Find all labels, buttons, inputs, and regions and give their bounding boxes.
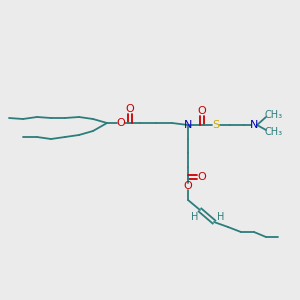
Text: O: O [126,104,134,114]
Text: O: O [184,181,192,191]
Text: CH₃: CH₃ [265,127,283,137]
Text: H: H [217,212,225,222]
Text: O: O [198,172,206,182]
Text: N: N [184,120,192,130]
Text: S: S [212,120,220,130]
Text: O: O [117,118,125,128]
Text: H: H [191,212,199,222]
Text: CH₃: CH₃ [265,110,283,120]
Text: O: O [198,106,206,116]
Text: N: N [250,120,258,130]
